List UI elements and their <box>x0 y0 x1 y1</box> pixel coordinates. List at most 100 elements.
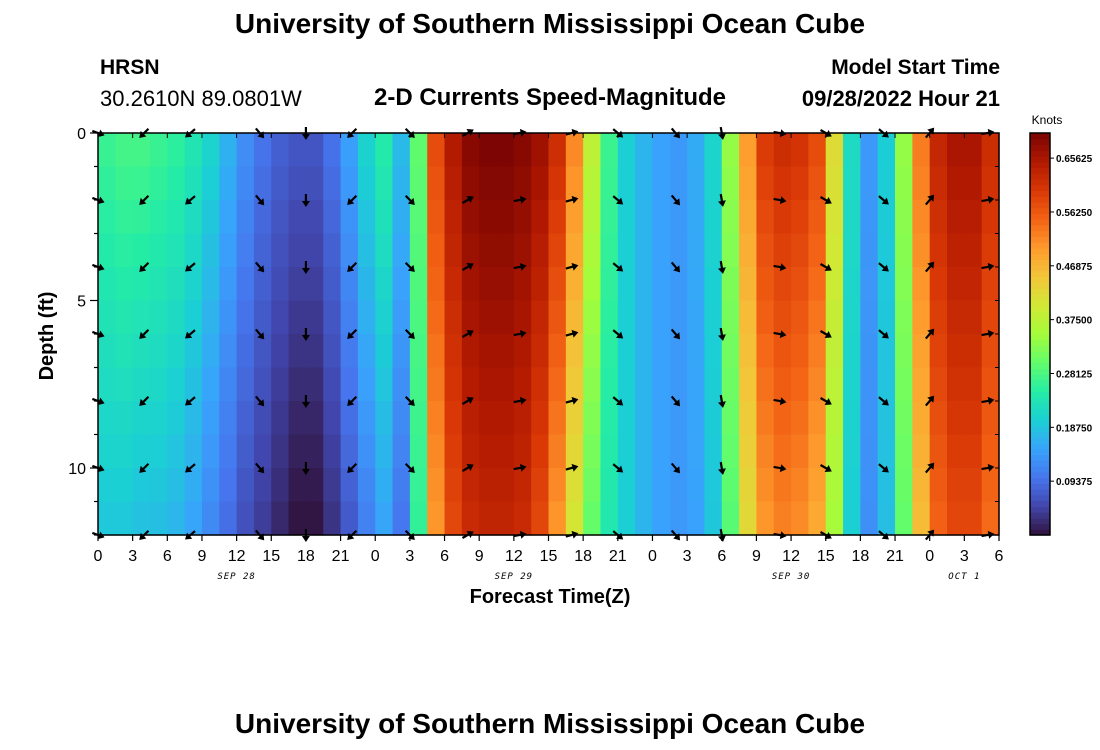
heatmap-cell <box>981 133 1000 168</box>
heatmap-cell <box>496 166 515 201</box>
heatmap-cell <box>305 166 324 201</box>
heatmap-cell <box>357 233 376 268</box>
heatmap-cell <box>219 468 238 503</box>
heatmap-cell <box>929 300 948 335</box>
heatmap-cell <box>739 133 758 168</box>
heatmap-cell <box>305 133 324 168</box>
heatmap-cell <box>236 334 255 369</box>
heatmap-cell <box>115 434 134 469</box>
heatmap-cell <box>981 233 1000 268</box>
colorbar-segment <box>1030 150 1050 157</box>
heatmap-cell <box>825 434 844 469</box>
heatmap-cell <box>929 367 948 402</box>
heatmap-cell <box>652 233 671 268</box>
heatmap-cell <box>548 468 567 503</box>
heatmap-cell <box>721 166 740 201</box>
heatmap-cell <box>600 300 619 335</box>
heatmap-cell <box>375 367 394 402</box>
heatmap-cell <box>895 434 913 469</box>
heatmap-cell <box>704 401 723 436</box>
current-vector-arrow <box>612 463 624 473</box>
colorbar-segment <box>1030 500 1050 507</box>
colorbar-segment <box>1030 489 1050 496</box>
colorbar-segment <box>1030 402 1050 410</box>
current-vector-arrow <box>404 462 415 473</box>
heatmap-cell <box>184 133 203 168</box>
heatmap-cell <box>496 334 515 369</box>
colorbar-tick-label: 0.09375 <box>1056 477 1093 488</box>
heatmap-cell <box>479 133 498 168</box>
colorbar-segment <box>1030 316 1050 324</box>
heatmap-cell <box>600 401 619 436</box>
heatmap-cell <box>271 468 290 503</box>
heatmap-cell <box>895 233 913 268</box>
heatmap-cell <box>791 401 810 436</box>
colorbar-segment <box>1030 167 1050 174</box>
heatmap-cell <box>219 401 238 436</box>
current-vector-arrow <box>185 396 196 406</box>
current-vector-arrow <box>301 261 310 274</box>
heatmap-cell <box>912 267 931 302</box>
heatmap-cell <box>791 468 810 503</box>
heatmap-cell <box>479 166 498 201</box>
heatmap-cell <box>219 501 238 536</box>
heatmap-cell <box>149 468 168 503</box>
heatmap-cell <box>184 200 203 235</box>
heatmap-cell <box>201 200 220 235</box>
current-vector-arrow <box>565 329 579 338</box>
heatmap-cell <box>392 334 411 369</box>
heatmap-cell <box>704 233 723 268</box>
current-vector-arrow <box>878 463 889 473</box>
heatmap-cell <box>444 166 463 201</box>
current-vector-arrow <box>404 328 415 339</box>
colorbar-segment <box>1030 144 1050 151</box>
current-vector-arrow <box>718 193 726 207</box>
heatmap-cell <box>340 300 359 335</box>
current-vector-arrow <box>347 462 358 473</box>
heatmap-cell <box>253 468 272 503</box>
heatmap-cell <box>756 200 775 235</box>
heatmap-cell <box>219 133 238 168</box>
heatmap-cell <box>652 334 671 369</box>
heatmap-cell <box>496 267 515 302</box>
heatmap-cell <box>756 166 775 201</box>
colorbar-segment <box>1030 385 1050 393</box>
heatmap-cell <box>583 334 602 369</box>
heatmap-cell <box>305 468 324 503</box>
heatmap-cell <box>912 468 931 503</box>
heatmap-cell <box>721 200 740 235</box>
current-vector-arrow <box>255 194 265 206</box>
heatmap-cell <box>860 166 879 201</box>
heatmap-cell <box>340 501 359 536</box>
heatmap-cell <box>323 501 342 536</box>
heatmap-cell <box>323 166 342 201</box>
colorbar-segment <box>1030 196 1050 203</box>
heatmap-cell <box>132 468 151 503</box>
heatmap-cell <box>167 233 186 268</box>
heatmap-cell <box>635 133 654 168</box>
heatmap-cell <box>513 501 532 536</box>
colorbar-segment <box>1030 265 1050 272</box>
heatmap-cell <box>843 334 861 369</box>
heatmap-cell <box>115 501 134 536</box>
heatmap-cell <box>704 334 723 369</box>
heatmap-cell <box>357 200 376 235</box>
heatmap-cell <box>617 434 636 469</box>
heatmap-cell <box>513 334 532 369</box>
heatmap-cell <box>409 133 428 168</box>
heatmap-cell <box>253 334 272 369</box>
heatmap-cell <box>479 200 498 235</box>
heatmap-cell <box>687 166 706 201</box>
heatmap-cell <box>357 367 376 402</box>
heatmap-cell <box>288 133 307 168</box>
heatmap-cell <box>444 468 463 503</box>
heatmap-cell <box>271 334 290 369</box>
heatmap-cell <box>184 233 203 268</box>
heatmap-cell <box>981 468 1000 503</box>
heatmap-cell <box>236 434 255 469</box>
heatmap-cell <box>929 401 948 436</box>
heatmap-cell <box>271 434 290 469</box>
heatmap-cell <box>461 133 480 168</box>
x-tick-label: 0 <box>648 548 657 565</box>
heatmap-cell <box>427 334 446 369</box>
